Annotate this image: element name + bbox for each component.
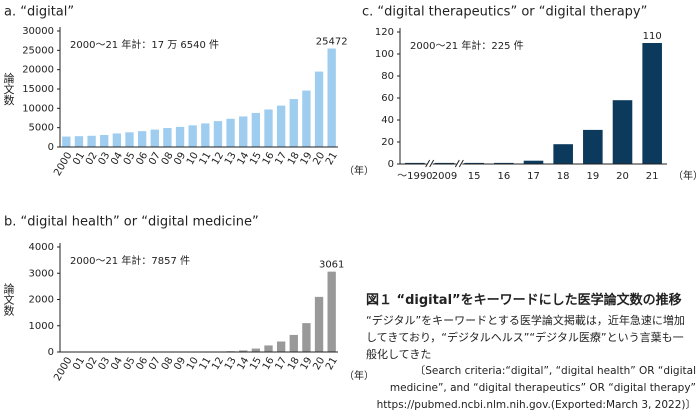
bar (302, 323, 311, 352)
x-unit: （年） (344, 369, 374, 382)
chart-title: c. “digital therapeutics” or “digital th… (362, 5, 647, 20)
axis-break-mark (454, 159, 464, 168)
caption-line: “デジタル”をキーワードとする医学論文掲載は，近年急速に増加 (366, 314, 685, 327)
y-tick-label: 2000 (29, 295, 54, 306)
x-tick-label: 2009 (432, 171, 457, 182)
bar (612, 100, 633, 164)
y-tick-label: 100 (375, 49, 394, 60)
bar (251, 348, 261, 352)
y-tick-label: 10000 (22, 103, 54, 114)
y-tick-label: 5000 (29, 123, 54, 134)
y-tick-label: 40 (381, 115, 394, 126)
annotation: 2000～21 年計：225 件 (410, 39, 524, 52)
caption-line: してきており，“デジタルヘルス”“デジタル医療”という言葉も一 (366, 331, 684, 344)
bar (276, 341, 286, 352)
bar (213, 121, 223, 147)
y-tick-label: 20000 (22, 65, 54, 76)
value-label: 110 (643, 31, 662, 42)
x-tick-label: 19 (586, 171, 599, 182)
caption-line: 般化してきた (366, 348, 432, 361)
y-tick-label: 60 (381, 93, 394, 104)
bar (201, 123, 210, 147)
value-label: 3061 (319, 260, 344, 271)
axis-break-mark (425, 159, 435, 168)
x-tick-label: ～1990 (397, 171, 432, 182)
bar (239, 116, 248, 147)
bar (523, 160, 544, 164)
x-tick-label: 2000 (52, 151, 74, 179)
bar (642, 43, 662, 164)
bar (264, 345, 273, 352)
x-tick-label: 17 (527, 171, 540, 182)
x-tick-label: 21 (324, 356, 340, 373)
bar (276, 105, 286, 147)
bar (226, 118, 235, 147)
bar (188, 125, 197, 147)
bar (405, 162, 425, 164)
bar (583, 129, 603, 164)
bar (87, 135, 96, 147)
bar (175, 126, 185, 147)
x-unit: （年） (673, 169, 699, 182)
x-tick-label: 21 (646, 171, 659, 182)
bar (74, 136, 84, 147)
bar (314, 71, 324, 147)
source-line: medicine”, and “digital therapeutics” OR… (389, 382, 696, 394)
y-tick-label: 4000 (29, 242, 54, 253)
bar (494, 162, 514, 164)
bar (125, 132, 134, 147)
y-tick-label: 0 (388, 159, 394, 170)
bar (553, 144, 573, 164)
y-tick-label: 80 (381, 71, 394, 82)
y-tick-label: 0 (48, 347, 54, 358)
chart-title: b. “digital health” or “digital medicine… (4, 215, 259, 230)
caption-title: 図１ “digital”をキーワードにした医学論文数の推移 (366, 293, 682, 308)
bar (163, 128, 172, 147)
bar (289, 334, 298, 352)
bar (327, 271, 336, 352)
annotation: 2000～21 年計：17 万 6540 件 (70, 38, 219, 51)
bar (327, 48, 336, 147)
bar (464, 162, 484, 164)
bar (62, 136, 71, 147)
axis-break (426, 160, 433, 168)
y-tick-label: 25000 (22, 45, 54, 56)
bar (100, 135, 109, 147)
x-unit: （年） (344, 164, 374, 177)
y-tick-label: 15000 (22, 84, 54, 95)
y-tick-label: 1000 (29, 321, 54, 332)
y-tick-label: 20 (381, 137, 394, 148)
chart-title: a. “digital” (4, 5, 74, 20)
bar (302, 90, 311, 147)
bar (137, 131, 147, 147)
y-tick-label: 120 (375, 27, 394, 38)
bar (264, 109, 273, 147)
bar (150, 129, 159, 147)
bar (434, 162, 455, 164)
y-tick-label: 0 (48, 142, 54, 153)
axis-break (456, 160, 463, 168)
source-line: 〔Search criteria:“digital”, “digital hea… (414, 365, 696, 377)
bar (314, 296, 324, 352)
x-tick-label: 20 (616, 171, 629, 182)
x-tick-label: 16 (497, 171, 510, 182)
bar (239, 350, 248, 352)
x-tick-label: 15 (468, 171, 481, 182)
annotation: 2000～21 年計：7857 件 (70, 254, 190, 267)
y-tick-label: 3000 (29, 268, 54, 279)
source-line: https://pubmed.ncbi.nlm.nih.gov.(Exporte… (376, 399, 696, 411)
y-axis-label: 論文数 (2, 282, 15, 317)
value-label: 25472 (316, 37, 348, 48)
x-tick-label: 2000 (52, 356, 74, 384)
bar (112, 133, 122, 147)
bar (251, 112, 261, 147)
y-axis-label: 論文数 (2, 71, 15, 106)
bar (289, 99, 298, 147)
y-tick-label: 30000 (22, 26, 54, 37)
x-tick-label: 21 (324, 151, 340, 168)
x-tick-label: 18 (557, 171, 570, 182)
